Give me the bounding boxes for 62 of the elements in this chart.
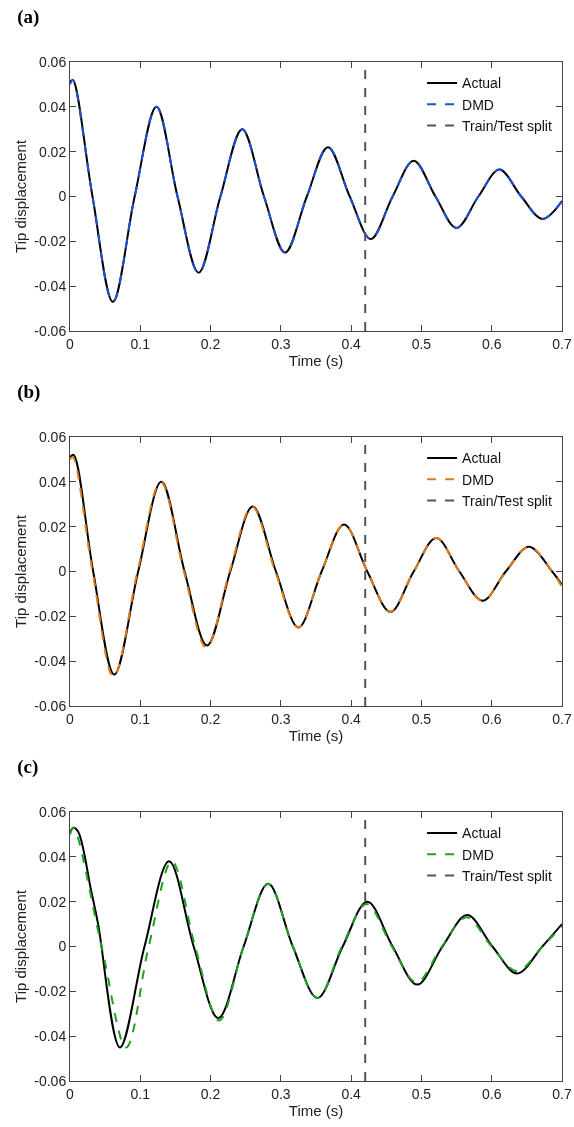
y-tick-label: -0.04 xyxy=(34,653,67,670)
legend-label: DMD xyxy=(462,471,494,488)
line-series xyxy=(70,826,562,1049)
x-tick-label: 0.6 xyxy=(481,710,502,727)
x-tick-label: 0.5 xyxy=(411,710,432,727)
x-tick-label: 0.7 xyxy=(552,710,572,727)
x-tick-label: 0.1 xyxy=(130,1085,151,1102)
chart-title: (a) xyxy=(17,5,40,28)
x-tick-label: 0.2 xyxy=(200,710,221,727)
chart-title: (c) xyxy=(17,755,39,778)
y-tick-label: 0.06 xyxy=(38,53,67,70)
x-tick-label: 0.5 xyxy=(411,1085,432,1102)
y-tick-label: -0.06 xyxy=(34,697,67,714)
x-axis-title: Time (s) xyxy=(288,1101,344,1119)
y-tick-label: 0.02 xyxy=(38,518,67,535)
y-tick-label: 0.06 xyxy=(38,803,67,820)
y-tick-label: 0 xyxy=(58,188,67,205)
x-tick-label: 0.2 xyxy=(200,335,221,352)
x-axis-title: Time (s) xyxy=(288,726,344,744)
x-tick-label: 0.5 xyxy=(411,335,432,352)
y-tick-label: -0.02 xyxy=(34,608,67,625)
y-tick-label: -0.02 xyxy=(34,983,67,1000)
y-tick-label: 0.04 xyxy=(38,473,67,490)
x-tick-label: 0.3 xyxy=(271,335,291,352)
y-axis-title: Tip displacement xyxy=(11,139,29,253)
y-tick-label: -0.04 xyxy=(34,278,67,295)
x-tick-label: 0.7 xyxy=(552,1085,572,1102)
x-tick-label: 0.4 xyxy=(341,710,362,727)
y-tick-label: -0.06 xyxy=(34,1072,67,1089)
x-tick-label: 0.3 xyxy=(271,710,291,727)
y-tick-label: 0 xyxy=(58,938,67,955)
y-tick-label: 0.04 xyxy=(38,98,67,115)
legend-label: Actual xyxy=(462,825,501,842)
y-tick-label: -0.04 xyxy=(34,1028,67,1045)
y-tick-label: 0.04 xyxy=(38,848,67,865)
x-tick-label: 0.1 xyxy=(130,335,151,352)
legend-label: Train/Test split xyxy=(462,867,552,884)
y-axis-title: Tip displacement xyxy=(11,514,29,628)
legend-label: DMD xyxy=(462,846,494,863)
x-tick-label: 0.7 xyxy=(552,335,572,352)
legend-label: Train/Test split xyxy=(462,117,552,134)
legend-label: Train/Test split xyxy=(462,492,552,509)
y-tick-label: 0.02 xyxy=(38,143,67,160)
y-tick-label: 0 xyxy=(58,563,67,580)
x-tick-label: 0.6 xyxy=(481,1085,502,1102)
x-axis-title: Time (s) xyxy=(288,351,344,369)
x-tick-label: 0.3 xyxy=(271,1085,291,1102)
legend-label: DMD xyxy=(462,96,494,113)
y-tick-label: 0.02 xyxy=(38,893,67,910)
line-series xyxy=(70,78,562,303)
chart-title: (b) xyxy=(17,380,41,403)
x-tick-label: 0.4 xyxy=(341,335,362,352)
y-tick-label: -0.06 xyxy=(34,322,67,339)
x-tick-label: 0.4 xyxy=(341,1085,362,1102)
x-tick-label: 0.6 xyxy=(481,335,502,352)
y-axis-title: Tip displacement xyxy=(11,889,29,1003)
legend-label: Actual xyxy=(462,450,501,467)
y-tick-label: 0.06 xyxy=(38,428,67,445)
x-tick-label: 0.2 xyxy=(200,1085,221,1102)
legend-label: Actual xyxy=(462,75,501,92)
x-tick-label: 0.1 xyxy=(130,710,151,727)
y-tick-label: -0.02 xyxy=(34,233,67,250)
